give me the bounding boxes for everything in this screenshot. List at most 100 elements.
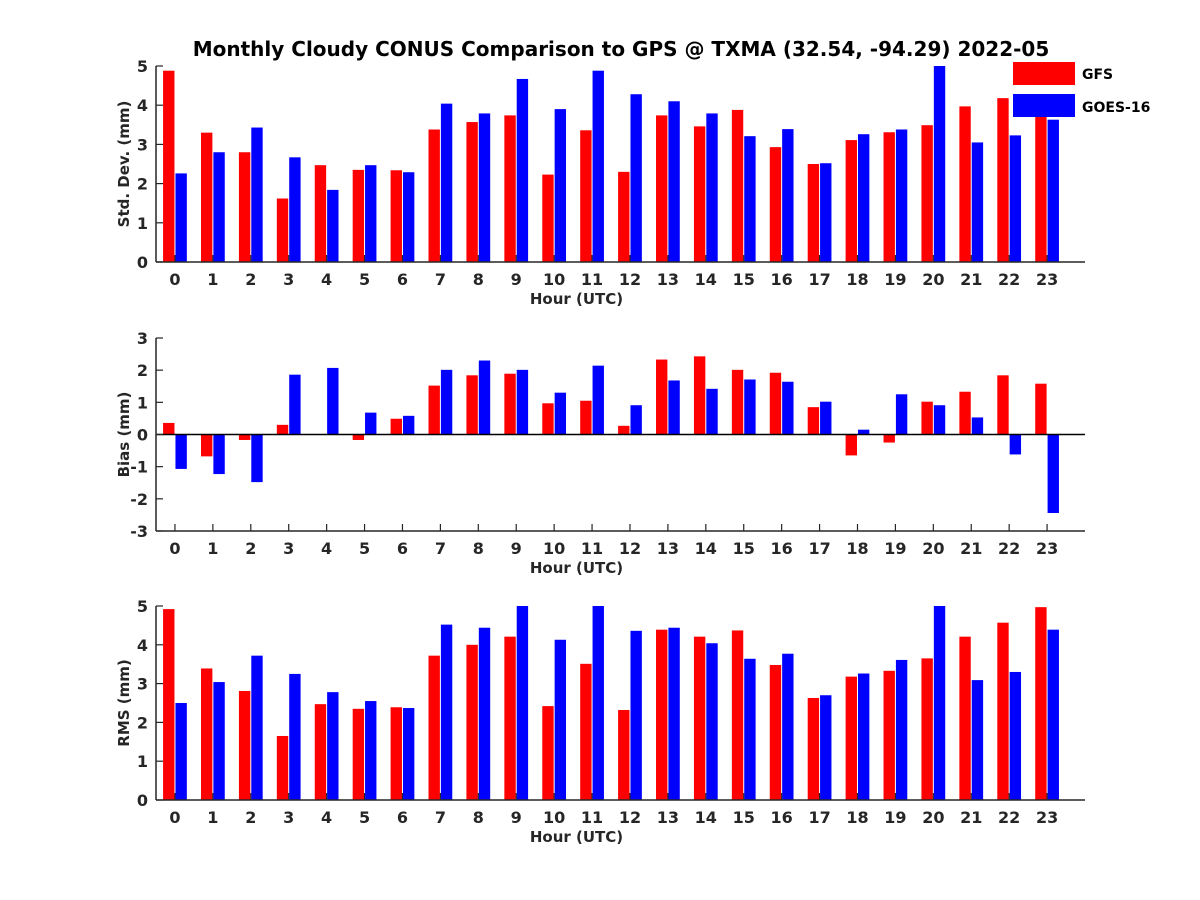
bar-goes-16-hour-22: [1009, 135, 1022, 262]
bar-gfs-hour-3: [276, 424, 289, 435]
bar-goes-16-hour-11: [592, 365, 604, 435]
bar-gfs-hour-1: [201, 668, 213, 800]
bar-goes-16-hour-8: [478, 360, 491, 435]
bar-goes-16-hour-9: [516, 78, 529, 262]
bar-goes-16-hour-14: [706, 388, 718, 435]
y-tick-label: 4: [137, 96, 148, 115]
bar-goes-16-hour-16: [782, 381, 794, 435]
x-tick-label: 11: [581, 539, 603, 558]
x-tick-label: 2: [245, 270, 256, 289]
x-tick-label: 2: [245, 539, 256, 558]
bar-gfs-hour-0: [163, 70, 175, 262]
bar-goes-16-hour-22: [1009, 434, 1022, 455]
x-tick-label: 9: [511, 539, 522, 558]
bar-gfs-hour-6: [390, 418, 402, 435]
bar-gfs-hour-5: [352, 708, 365, 800]
x-tick-label: 8: [473, 270, 484, 289]
bar-gfs-hour-19: [883, 132, 895, 262]
x-tick-label: 1: [207, 808, 218, 827]
x-tick-label: 3: [283, 270, 294, 289]
bar-goes-16-hour-17: [820, 401, 832, 435]
x-tick-label: 20: [922, 808, 944, 827]
x-tick-label: 15: [733, 270, 755, 289]
y-tick-label: 3: [137, 675, 148, 694]
bar-gfs-hour-11: [580, 400, 592, 435]
x-tick-label: 18: [846, 808, 868, 827]
x-tick-label: 3: [283, 539, 294, 558]
x-tick-label: 3: [283, 808, 294, 827]
y-tick-label: 1: [137, 214, 148, 233]
bar-goes-16-hour-20: [933, 66, 946, 262]
x-tick-label: 13: [657, 808, 679, 827]
x-tick-label: 18: [846, 539, 868, 558]
x-tick-label: 12: [619, 808, 641, 827]
x-tick-label: 21: [960, 270, 982, 289]
bar-goes-16-hour-10: [554, 109, 567, 263]
bar-gfs-hour-16: [769, 664, 782, 800]
legend-swatch-gfs: [1013, 62, 1075, 85]
bar-goes-16-hour-23: [1047, 629, 1059, 800]
x-tick-label: 12: [619, 270, 641, 289]
bar-goes-16-hour-0: [175, 703, 187, 800]
x-tick-label: 21: [960, 808, 982, 827]
bar-gfs-hour-7: [428, 385, 440, 435]
bar-goes-16-hour-1: [213, 434, 225, 475]
x-tick-label: 5: [359, 808, 370, 827]
bar-goes-16-hour-16: [782, 129, 794, 262]
x-tick-label: 7: [435, 539, 446, 558]
x-tick-label: 16: [771, 270, 793, 289]
x-tick-label: 13: [657, 270, 679, 289]
legend-swatch-goes-16: [1013, 94, 1075, 117]
x-tick-label: 9: [511, 270, 522, 289]
bar-goes-16-hour-15: [744, 658, 756, 800]
bar-gfs-hour-17: [807, 164, 820, 262]
bar-goes-16-hour-20: [933, 405, 946, 435]
bar-goes-16-hour-10: [554, 392, 567, 435]
y-tick-label: 5: [137, 57, 148, 76]
y-tick-label: 4: [137, 636, 148, 655]
bar-gfs-hour-15: [731, 630, 744, 800]
bar-gfs-hour-4: [314, 704, 327, 800]
bar-gfs-hour-7: [428, 655, 440, 800]
bar-goes-16-hour-3: [289, 374, 301, 435]
bar-goes-16-hour-2: [251, 434, 263, 483]
bar-goes-16-hour-9: [516, 606, 529, 800]
bar-goes-16-hour-2: [251, 655, 263, 800]
x-tick-label: 14: [695, 539, 717, 558]
x-tick-label: 6: [397, 808, 408, 827]
x-tick-label: 23: [1036, 539, 1058, 558]
bar-goes-16-hour-21: [971, 417, 984, 435]
bar-gfs-hour-1: [201, 132, 213, 262]
bar-goes-16-hour-18: [857, 673, 870, 800]
bar-gfs-hour-11: [580, 130, 592, 262]
bar-goes-16-hour-21: [971, 142, 984, 262]
bar-gfs-hour-4: [314, 165, 327, 262]
bar-goes-16-hour-3: [289, 673, 301, 800]
bar-gfs-hour-23: [1035, 105, 1047, 262]
bar-gfs-hour-20: [921, 125, 933, 262]
bar-goes-16-hour-14: [706, 643, 718, 800]
bar-goes-16-hour-6: [402, 708, 415, 800]
x-tick-label: 8: [473, 808, 484, 827]
bar-goes-16-hour-18: [857, 429, 870, 435]
x-tick-label: 11: [581, 808, 603, 827]
x-tick-label: 22: [998, 270, 1020, 289]
bar-gfs-hour-22: [997, 622, 1009, 800]
x-tick-label: 16: [771, 808, 793, 827]
bar-goes-16-hour-5: [365, 412, 377, 435]
x-tick-label: 4: [321, 808, 332, 827]
x-tick-label: 17: [808, 808, 830, 827]
bar-gfs-hour-21: [959, 391, 971, 435]
bar-gfs-hour-3: [276, 198, 289, 262]
chart-title: Monthly Cloudy CONUS Comparison to GPS @…: [193, 37, 1050, 61]
y-axis-label: Std. Dev. (mm): [115, 101, 133, 228]
bar-gfs-hour-14: [693, 356, 706, 435]
bar-goes-16-hour-7: [440, 624, 453, 800]
bar-gfs-hour-13: [656, 359, 668, 435]
bar-gfs-hour-18: [845, 140, 857, 262]
y-tick-label: -2: [130, 490, 148, 509]
bar-goes-16-hour-6: [402, 172, 415, 262]
bar-gfs-hour-13: [656, 115, 668, 262]
y-axis-label: Bias (mm): [115, 392, 133, 478]
